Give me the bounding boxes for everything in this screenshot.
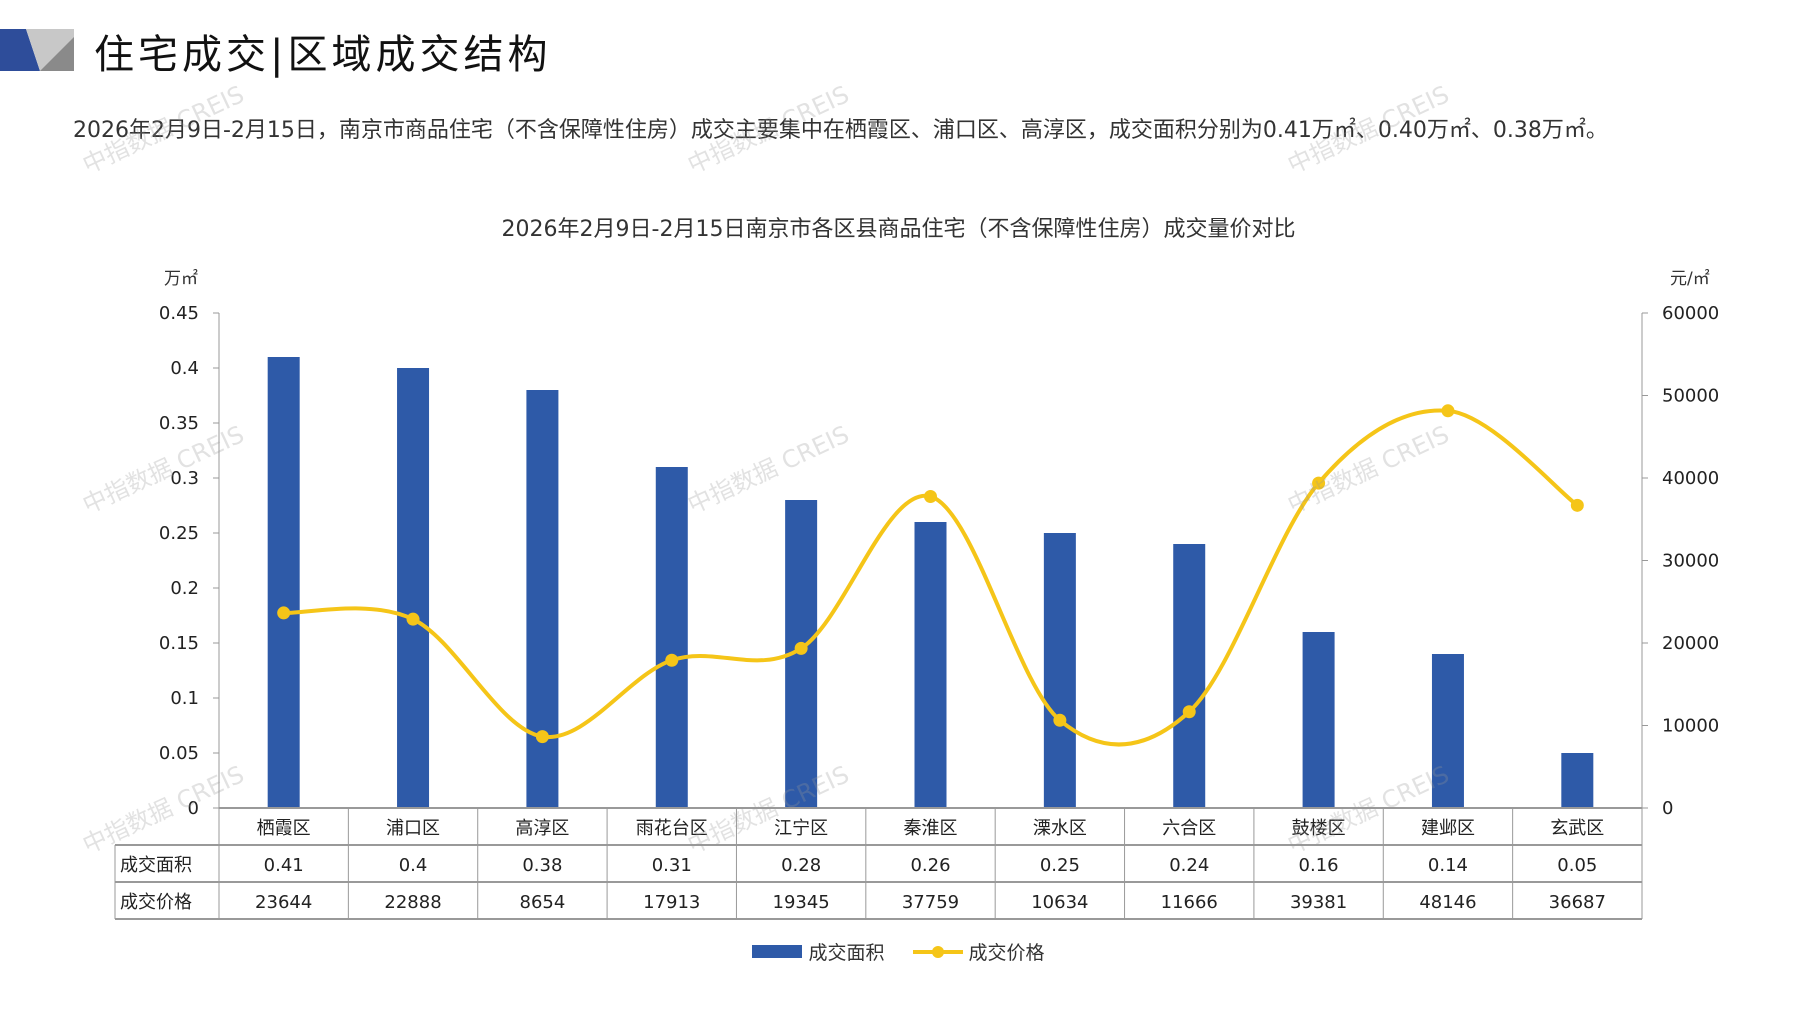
category-label: 溧水区 — [1033, 818, 1087, 839]
price-point-雨花台区 — [665, 653, 679, 667]
page-title: 住宅成交|区域成交结构 — [94, 32, 552, 78]
table-area-value: 0.41 — [264, 855, 304, 876]
table-price-value: 39381 — [1290, 892, 1347, 913]
price-point-六合区 — [1182, 705, 1196, 719]
bar-浦口区 — [397, 368, 430, 808]
price-point-高淳区 — [535, 730, 549, 744]
right-tick-label: 30000 — [1662, 551, 1719, 572]
category-label: 秦淮区 — [904, 818, 958, 839]
legend-line-marker-icon — [912, 945, 963, 958]
bar-六合区 — [1173, 544, 1206, 808]
category-label: 江宁区 — [774, 818, 828, 839]
legend-label: 成交价格 — [968, 942, 1045, 964]
left-tick-label: 0.2 — [170, 578, 199, 599]
table-area-value: 0.14 — [1428, 855, 1468, 876]
table-row-label: 成交价格 — [120, 892, 192, 913]
table-row-label: 成交面积 — [120, 855, 192, 876]
bar-秦淮区 — [914, 522, 947, 808]
left-tick-label: 0.4 — [170, 358, 199, 379]
right-axis-unit: 元/㎡ — [1670, 269, 1710, 289]
price-point-栖霞区 — [277, 606, 291, 620]
left-tick-label: 0 — [188, 798, 199, 819]
table-price-value: 22888 — [384, 892, 441, 913]
right-tick-label: 60000 — [1662, 303, 1719, 324]
price-point-浦口区 — [406, 612, 420, 626]
legend-item-area[interactable]: 成交面积 — [752, 938, 885, 965]
table-price-value: 17913 — [643, 892, 700, 913]
table-area-value: 0.28 — [781, 855, 821, 876]
right-tick-label: 0 — [1662, 798, 1673, 819]
price-point-建邺区 — [1441, 404, 1455, 418]
chart-title: 2026年2月9日-2月15日南京市各区县商品住宅（不含保障性住房）成交量价对比 — [501, 217, 1296, 242]
category-label: 六合区 — [1162, 818, 1216, 839]
bar-玄武区 — [1561, 753, 1594, 808]
left-tick-label: 0.3 — [170, 468, 199, 489]
legend-item-price[interactable]: 成交价格 — [912, 938, 1045, 965]
price-point-鼓楼区 — [1312, 476, 1326, 490]
price-point-江宁区 — [794, 641, 808, 655]
table-area-value: 0.31 — [652, 855, 692, 876]
left-tick-label: 0.45 — [159, 303, 199, 324]
bar-建邺区 — [1431, 654, 1464, 808]
table-area-value: 0.26 — [910, 855, 950, 876]
category-label: 雨花台区 — [636, 818, 708, 839]
table-area-value: 0.24 — [1169, 855, 1209, 876]
table-area-value: 0.16 — [1299, 855, 1339, 876]
left-tick-label: 0.1 — [170, 688, 199, 709]
table-price-value: 37759 — [902, 892, 959, 913]
table-price-value: 10634 — [1031, 892, 1088, 913]
right-tick-label: 50000 — [1662, 386, 1719, 407]
table-price-value: 36687 — [1549, 892, 1606, 913]
category-label: 浦口区 — [386, 818, 440, 839]
category-label: 玄武区 — [1550, 818, 1604, 839]
table-area-value: 0.38 — [522, 855, 562, 876]
bar-鼓楼区 — [1302, 632, 1335, 808]
table-area-value: 0.25 — [1040, 855, 1080, 876]
category-label: 高淳区 — [515, 818, 569, 839]
bar-雨花台区 — [655, 467, 688, 808]
table-area-value: 0.4 — [399, 855, 428, 876]
price-point-玄武区 — [1570, 498, 1584, 512]
left-axis-unit: 万㎡ — [164, 269, 198, 289]
summary-text: 2026年2月9日-2月15日，南京市商品住宅（不含保障性住房）成交主要集中在栖… — [73, 118, 1608, 143]
price-line — [283, 408, 1579, 747]
left-tick-label: 0.05 — [159, 743, 199, 764]
left-tick-label: 0.15 — [159, 633, 199, 654]
bar-溧水区 — [1043, 533, 1076, 808]
price-point-秦淮区 — [924, 489, 937, 503]
table-price-value: 11666 — [1161, 892, 1218, 913]
right-tick-label: 10000 — [1662, 716, 1719, 737]
table-price-value: 48146 — [1419, 892, 1476, 913]
legend-label: 成交面积 — [808, 942, 885, 964]
legend: 成交面积 成交价格 — [0, 938, 1797, 965]
category-label: 建邺区 — [1421, 818, 1475, 839]
left-tick-label: 0.25 — [159, 523, 199, 544]
left-tick-label: 0.35 — [159, 413, 199, 434]
table-price-value: 8654 — [520, 892, 566, 913]
table-price-value: 19345 — [773, 892, 830, 913]
bar-栖霞区 — [267, 357, 300, 808]
category-label: 栖霞区 — [257, 818, 311, 839]
bar-高淳区 — [526, 390, 559, 808]
right-tick-label: 40000 — [1662, 468, 1719, 489]
table-price-value: 23644 — [255, 892, 312, 913]
category-label: 鼓楼区 — [1292, 818, 1346, 839]
price-point-溧水区 — [1053, 713, 1067, 727]
table-area-value: 0.05 — [1557, 855, 1597, 876]
right-tick-label: 20000 — [1662, 633, 1719, 654]
legend-bar-swatch-icon — [752, 945, 803, 958]
header-decoration — [0, 29, 74, 71]
